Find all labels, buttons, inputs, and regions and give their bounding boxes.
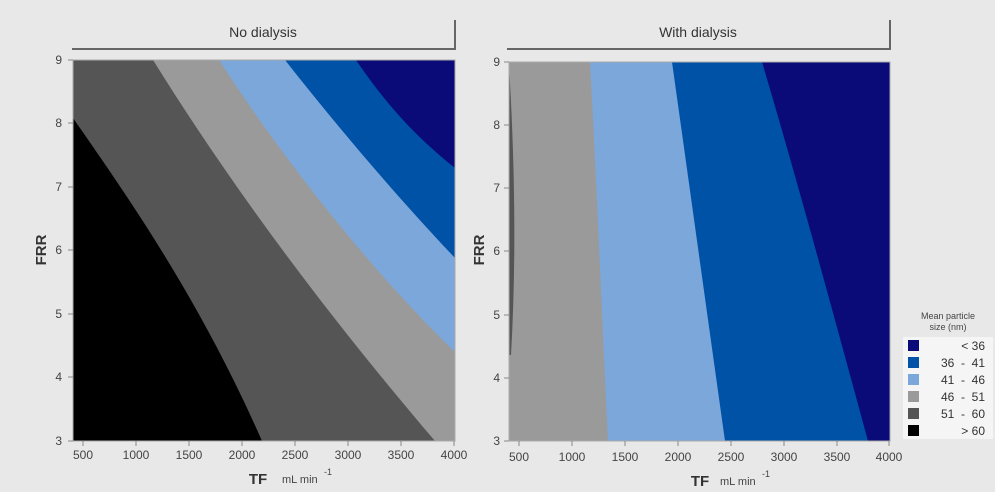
svg-text:9: 9: [493, 55, 500, 69]
svg-text:mL min: mL min: [720, 476, 756, 488]
swatch-icon: [908, 408, 919, 419]
svg-text:1500: 1500: [176, 448, 203, 462]
panel-title-no-dialysis: No dialysis: [229, 24, 297, 40]
swatch-icon: [908, 374, 919, 385]
svg-text:3: 3: [493, 434, 500, 448]
svg-text:2500: 2500: [718, 450, 745, 464]
swatch-icon: [908, 391, 919, 402]
svg-text:3000: 3000: [335, 448, 362, 462]
svg-text:-1: -1: [762, 469, 770, 479]
panel-title-bracket-left: [72, 20, 456, 50]
svg-text:TF: TF: [249, 471, 267, 488]
svg-text:2500: 2500: [282, 448, 309, 462]
panel-title-with-dialysis: With dialysis: [659, 24, 737, 40]
chart-with-dialysis: 9 8 7 6 5 4 3 FRR 500 1000 1500 2000 250…: [471, 55, 903, 490]
svg-text:4000: 4000: [441, 448, 468, 462]
swatch-icon: [908, 357, 919, 368]
legend-item: 51 - 60: [903, 405, 993, 422]
legend-item: 36 - 41: [903, 354, 993, 371]
svg-text:mL min: mL min: [282, 474, 318, 486]
svg-text:3500: 3500: [388, 448, 415, 462]
region-gt60: [73, 118, 262, 441]
legend-item: 41 - 46: [903, 371, 993, 388]
svg-text:TF: TF: [691, 473, 709, 490]
chart-no-dialysis: 9 8 7 6 5 4 3 FRR 500 1000 1500 2000 250…: [33, 53, 468, 488]
svg-text:5: 5: [493, 308, 500, 322]
legend-item: > 60: [903, 422, 993, 439]
svg-text:1000: 1000: [123, 448, 150, 462]
legend-item: < 36: [903, 337, 993, 354]
svg-text:1000: 1000: [559, 450, 586, 464]
svg-text:6: 6: [55, 243, 62, 257]
svg-text:2000: 2000: [229, 448, 256, 462]
svg-text:FRR: FRR: [471, 234, 488, 265]
svg-text:500: 500: [73, 448, 93, 462]
svg-text:4000: 4000: [876, 450, 903, 464]
svg-text:3: 3: [55, 434, 62, 448]
panel-title-bracket-right: [507, 20, 891, 50]
legend-item: 46 - 51: [903, 388, 993, 405]
svg-text:8: 8: [493, 118, 500, 132]
svg-text:7: 7: [55, 180, 62, 194]
x-axis-right: 500 1000 1500 2000 2500 3000 3500 4000 T…: [509, 441, 903, 490]
svg-text:3500: 3500: [824, 450, 851, 464]
svg-text:4: 4: [493, 371, 500, 385]
svg-text:500: 500: [509, 450, 529, 464]
svg-text:3000: 3000: [771, 450, 798, 464]
legend: < 36 36 - 41 41 - 46 46 - 51 51 - 60 > 6…: [903, 337, 993, 439]
svg-text:9: 9: [55, 53, 62, 67]
svg-text:2000: 2000: [665, 450, 692, 464]
swatch-icon: [908, 425, 919, 436]
svg-text:FRR: FRR: [33, 234, 50, 265]
region-51-60: [509, 65, 515, 355]
legend-title: Mean particle size (nm): [920, 311, 976, 332]
svg-text:6: 6: [493, 244, 500, 258]
x-axis-left: 500 1000 1500 2000 2500 3000 3500 4000 T…: [73, 441, 468, 488]
swatch-icon: [908, 340, 919, 351]
svg-text:7: 7: [493, 181, 500, 195]
svg-text:8: 8: [55, 116, 62, 130]
svg-text:1500: 1500: [612, 450, 639, 464]
svg-text:5: 5: [55, 307, 62, 321]
region-46-51: [509, 62, 608, 441]
svg-text:4: 4: [55, 370, 62, 384]
y-axis-right: 9 8 7 6 5 4 3 FRR: [471, 55, 509, 448]
y-axis-left: 9 8 7 6 5 4 3 FRR: [33, 53, 73, 448]
svg-text:-1: -1: [324, 467, 332, 477]
